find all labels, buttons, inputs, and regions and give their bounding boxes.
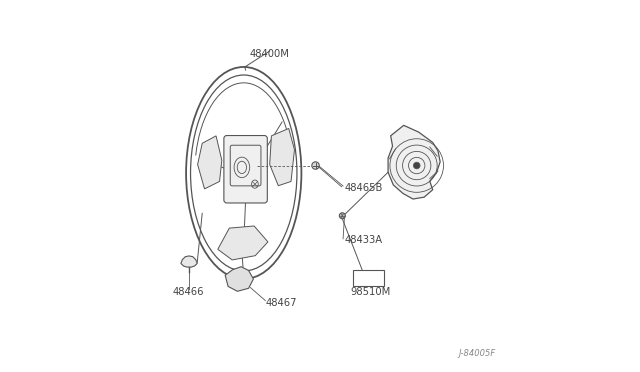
Polygon shape <box>269 128 294 186</box>
Polygon shape <box>388 125 440 199</box>
Text: 48433A: 48433A <box>344 235 382 245</box>
Polygon shape <box>225 267 253 291</box>
Polygon shape <box>218 226 268 260</box>
Ellipse shape <box>312 162 319 169</box>
Ellipse shape <box>339 213 346 219</box>
Text: 98510M: 98510M <box>350 287 390 297</box>
Text: 48400M: 48400M <box>250 49 290 59</box>
Bar <box>353 270 385 286</box>
Polygon shape <box>198 136 222 189</box>
FancyBboxPatch shape <box>224 135 268 203</box>
Text: J-84005F: J-84005F <box>458 349 495 358</box>
Text: 48466: 48466 <box>172 287 204 297</box>
Text: 48465B: 48465B <box>344 183 383 193</box>
Text: 48467: 48467 <box>266 298 298 308</box>
Polygon shape <box>181 256 197 267</box>
Ellipse shape <box>413 162 420 169</box>
